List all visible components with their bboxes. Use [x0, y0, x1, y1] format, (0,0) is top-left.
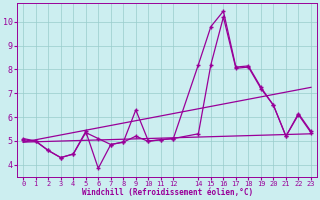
X-axis label: Windchill (Refroidissement éolien,°C): Windchill (Refroidissement éolien,°C)	[82, 188, 253, 197]
